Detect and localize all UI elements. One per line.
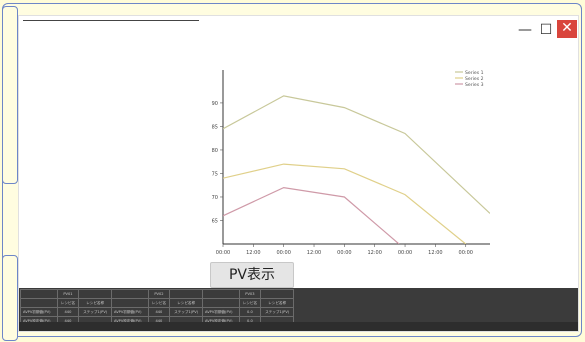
trend-chart: 65 70 75 80 85 90 00:00 12:00 00:00 12:00 00:00 12:… (205, 58, 492, 262)
table-cell (260, 289, 294, 299)
table-row: PV01 PV02 PV03 (20, 289, 294, 299)
close-icon: ✕ (561, 20, 573, 36)
table-cell: PV01 (56, 289, 80, 299)
y-tick-label: 90 (212, 101, 218, 107)
y-tick-label: 80 (212, 148, 218, 154)
x-tick-label: 00:00 (337, 250, 351, 256)
table-cell: AVPV初期値(PV) (20, 307, 58, 317)
table-cell (201, 289, 240, 299)
x-tick-label: 12:00 (246, 250, 260, 256)
table-row: AVPV初期値(PV) 440 ステップ1(PV) AVPV初期値(PV) 440 ステッ… (20, 307, 294, 317)
table-cell: PV02 (147, 289, 171, 299)
y-tick-label: 75 (212, 171, 218, 177)
maximize-icon: ☐ (539, 22, 553, 38)
legend-label: Series 2 (465, 76, 484, 82)
table-cell: レシピ名 (238, 298, 262, 308)
x-tick-label: 00:00 (276, 250, 290, 256)
table-cell: 440 (147, 307, 171, 317)
minimize-icon: — (518, 22, 532, 38)
series-line (223, 163, 467, 244)
table-cell (78, 289, 112, 299)
y-tick-label: 65 (212, 218, 218, 224)
recipe-table: PV01 PV02 PV03 レシピ名 レシピ名称 レシピ名 レシピ名称 レシピ名 レシピ名称 A… (19, 288, 578, 331)
table-cell: ステップ1(PV) (169, 307, 203, 317)
table-cell (20, 298, 58, 308)
table-cell: レシピ名 (147, 298, 171, 308)
background-side-panel-lower (2, 255, 18, 341)
x-tick-label: 00:00 (459, 250, 473, 256)
table-cell: AVPV初期値(PV) (201, 307, 240, 317)
table-cell: レシピ名 (56, 298, 80, 308)
table-cell: レシピ名称 (78, 298, 112, 308)
table-cell (201, 298, 240, 308)
series-line (223, 95, 490, 214)
trend-chart-svg: 65 70 75 80 85 90 00:00 12:00 00:00 12:00 00:00 12:… (212, 70, 490, 256)
table-cell: レシピ名称 (169, 298, 203, 308)
table-cell (169, 289, 203, 299)
y-tick-label: 85 (212, 124, 218, 130)
table-cell: 0.0 (238, 307, 262, 317)
close-button[interactable]: ✕ (557, 20, 577, 38)
table-cell: ステップ1(PV) (78, 307, 112, 317)
recipe-grid: PV01 PV02 PV03 レシピ名 レシピ名称 レシピ名 レシピ名称 レシピ名 レシピ名称 A… (20, 289, 294, 326)
table-cell: PV03 (238, 289, 262, 299)
minimize-button[interactable]: — (516, 22, 534, 38)
table-scrollbar[interactable] (19, 322, 578, 331)
table-cell (110, 298, 149, 308)
table-cell: ステップ1(PV) (260, 307, 294, 317)
table-row: レシピ名 レシピ名称 レシピ名 レシピ名称 レシピ名 レシピ名称 (20, 298, 294, 308)
table-cell: AVPV初期値(PV) (110, 307, 149, 317)
legend-label: Series 1 (465, 70, 484, 76)
x-tick-label: 12:00 (428, 250, 442, 256)
legend-label: Series 3 (465, 82, 484, 88)
x-tick-label: 12:00 (367, 250, 381, 256)
x-tick-label: 00:00 (216, 250, 230, 256)
table-row: AVPV設定値(PV) 440 AVPV設定値(PV) 440 AVPV設定値(PV) 0… (20, 316, 294, 326)
background-side-panel (2, 6, 18, 184)
maximize-button[interactable]: ☐ (537, 22, 555, 38)
pv-display-button[interactable]: PV表示 (210, 262, 294, 288)
table-cell: 440 (56, 307, 80, 317)
table-cell (110, 289, 149, 299)
series-line (223, 186, 400, 244)
trend-window: — ☐ ✕ 65 70 75 80 85 90 00:00 12:00 00:00 12:00 00… (19, 16, 578, 331)
title-underline (23, 20, 199, 21)
x-tick-label: 00:00 (398, 250, 412, 256)
table-cell (20, 289, 58, 299)
y-tick-label: 70 (212, 195, 218, 201)
x-tick-label: 12:00 (307, 250, 321, 256)
table-cell: レシピ名称 (260, 298, 294, 308)
